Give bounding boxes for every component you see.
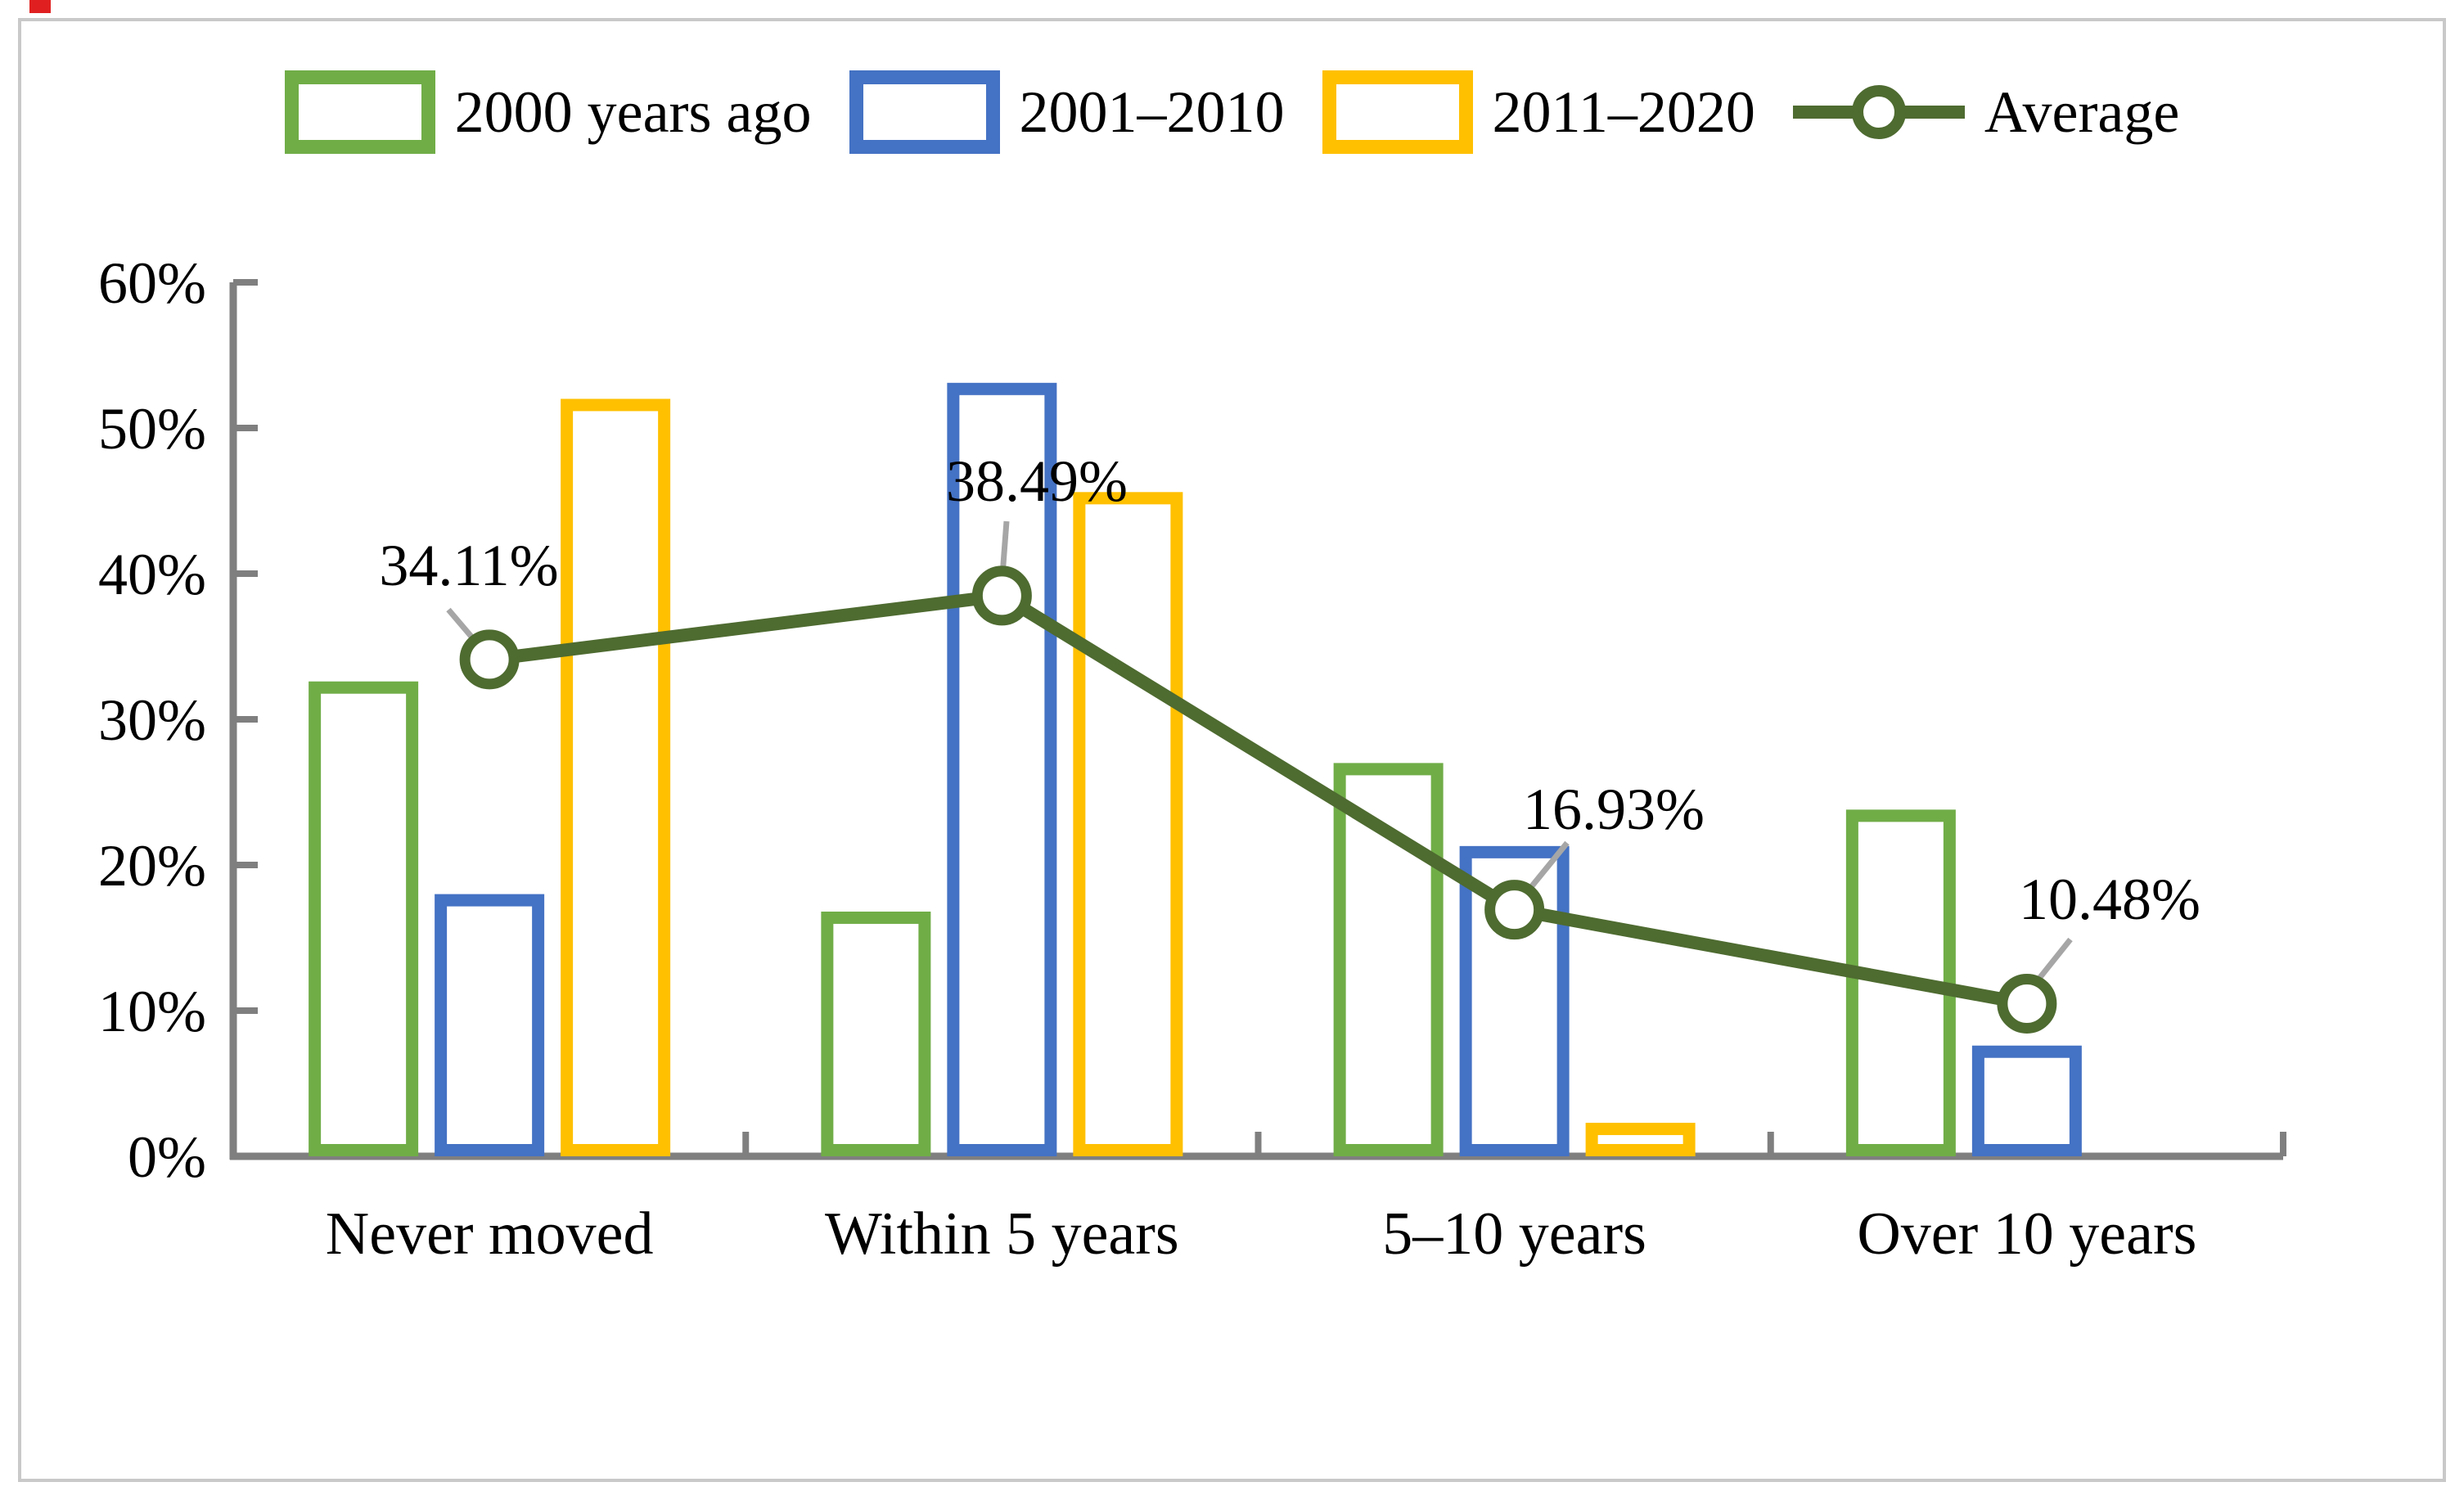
average-marker-icon: [459, 629, 520, 690]
bar-series3-cat3: [1585, 1123, 1696, 1157]
legend-label: 2001–2010: [1019, 79, 1285, 145]
legend-item-1: 2000 years ago: [284, 70, 812, 154]
bar-series2-cat2: [947, 382, 1057, 1156]
legend-item-average: Average: [1792, 70, 2180, 154]
legend-swatch-icon: [849, 70, 1000, 154]
bar-series2-cat1: [435, 894, 545, 1156]
bar-series2-cat4: [1971, 1045, 2082, 1156]
category-label: 5–10 years: [1382, 1200, 1646, 1268]
legend-swatch-icon: [1322, 70, 1473, 154]
average-marker-icon: [1997, 973, 2057, 1034]
y-tick-label: 60%: [98, 250, 206, 316]
legend-label: Average: [1984, 79, 2180, 145]
bar-series3-cat2: [1073, 492, 1183, 1156]
legend-item-3: 2011–2020: [1322, 70, 1755, 154]
legend-swatch-icon: [284, 70, 435, 154]
average-marker-icon: [1484, 880, 1545, 940]
category-label: Within 5 years: [825, 1200, 1179, 1268]
average-marker-icon: [971, 565, 1032, 626]
bar-series1-cat2: [821, 911, 931, 1156]
average-line: [489, 588, 2029, 1011]
data-label: 38.49%: [946, 448, 1128, 514]
average-line-marker-icon: [1792, 70, 1965, 154]
y-tick-label: 0%: [128, 1124, 206, 1190]
data-label: 16.93%: [1523, 777, 1705, 842]
y-tick-label: 20%: [98, 833, 206, 899]
chart-frame: [18, 18, 2446, 1482]
data-label: 34.11%: [379, 533, 558, 598]
y-tick-label: 40%: [98, 542, 206, 607]
legend-label: 2011–2020: [1492, 79, 1755, 145]
legend: 2000 years ago 2001–2010 2011–2020 Average: [0, 70, 2464, 154]
bar-series3-cat1: [561, 399, 671, 1156]
red-corner-mark: [29, 0, 51, 13]
category-label: Never moved: [326, 1200, 654, 1268]
y-tick-label: 10%: [98, 979, 206, 1044]
legend-item-2: 2001–2010: [849, 70, 1285, 154]
y-tick-label: 30%: [98, 687, 206, 753]
bar-series1-cat1: [309, 681, 419, 1156]
category-label: Over 10 years: [1857, 1200, 2196, 1268]
data-label: 10.48%: [2019, 867, 2200, 932]
legend-label: 2000 years ago: [454, 79, 812, 145]
y-tick-label: 50%: [98, 396, 206, 462]
